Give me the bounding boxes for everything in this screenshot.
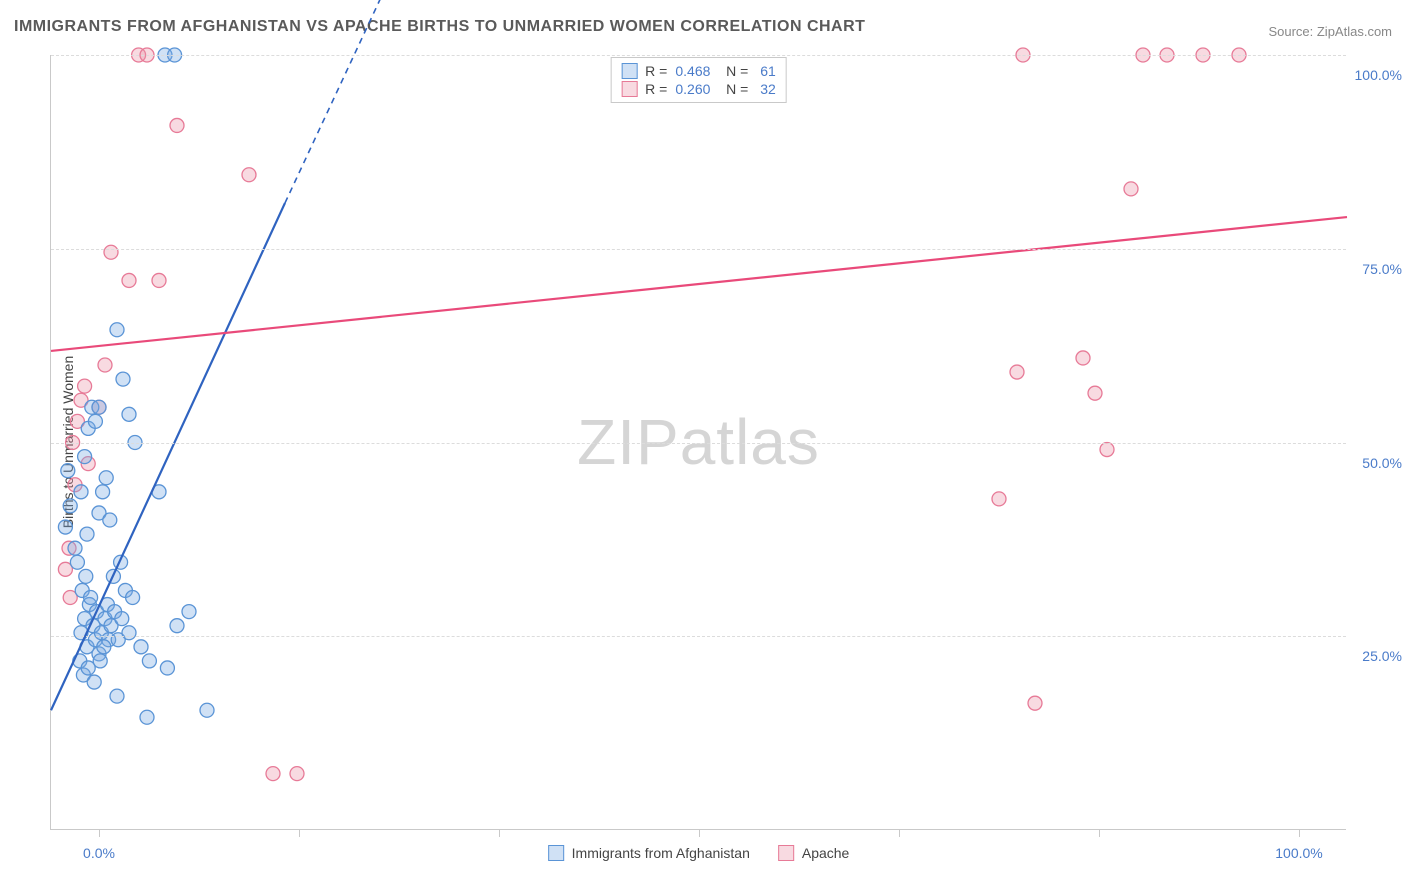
gridline-h: [51, 249, 1346, 250]
legend-row: R = 0.260 N = 32: [621, 80, 776, 98]
legend-n-label: N =: [718, 81, 748, 97]
x-minor-tick: [899, 829, 900, 837]
legend-row: R = 0.468 N = 61: [621, 62, 776, 80]
series-swatch: [548, 845, 564, 861]
legend-swatch: [621, 81, 637, 97]
gridline-h: [51, 636, 1346, 637]
series-label: Immigrants from Afghanistan: [572, 845, 750, 861]
legend-n-value: 61: [756, 63, 775, 79]
x-tick-label: 100.0%: [1275, 845, 1322, 861]
legend-r-label: R =: [645, 63, 667, 79]
x-tick: [1299, 829, 1300, 837]
gridline-h: [51, 55, 1346, 56]
chart-title: IMMIGRANTS FROM AFGHANISTAN VS APACHE BI…: [14, 18, 865, 36]
legend-r-value: 0.260: [675, 81, 710, 97]
series-legend: Immigrants from Afghanistan Apache: [548, 845, 850, 861]
legend-swatch: [621, 63, 637, 79]
legend-r-value: 0.468: [675, 63, 710, 79]
legend-r-label: R =: [645, 81, 667, 97]
source-label: Source: ZipAtlas.com: [1268, 24, 1392, 39]
x-minor-tick: [499, 829, 500, 837]
x-minor-tick: [699, 829, 700, 837]
series-swatch: [778, 845, 794, 861]
series-legend-item: Apache: [778, 845, 849, 861]
y-tick-label: 50.0%: [1362, 455, 1402, 471]
x-minor-tick: [299, 829, 300, 837]
scatter-chart: Births to Unmarried Women ZIPatlas R = 0…: [50, 55, 1346, 830]
x-tick: [99, 829, 100, 837]
x-tick-label: 0.0%: [83, 845, 115, 861]
legend-n-label: N =: [718, 63, 748, 79]
y-tick-label: 75.0%: [1362, 261, 1402, 277]
legend-n-value: 32: [756, 81, 775, 97]
y-tick-label: 100.0%: [1355, 67, 1402, 83]
correlation-legend: R = 0.468 N = 61R = 0.260 N = 32: [610, 57, 787, 103]
series-label: Apache: [802, 845, 849, 861]
gridline-h: [51, 443, 1346, 444]
x-minor-tick: [1099, 829, 1100, 837]
y-tick-label: 25.0%: [1362, 648, 1402, 664]
series-legend-item: Immigrants from Afghanistan: [548, 845, 750, 861]
